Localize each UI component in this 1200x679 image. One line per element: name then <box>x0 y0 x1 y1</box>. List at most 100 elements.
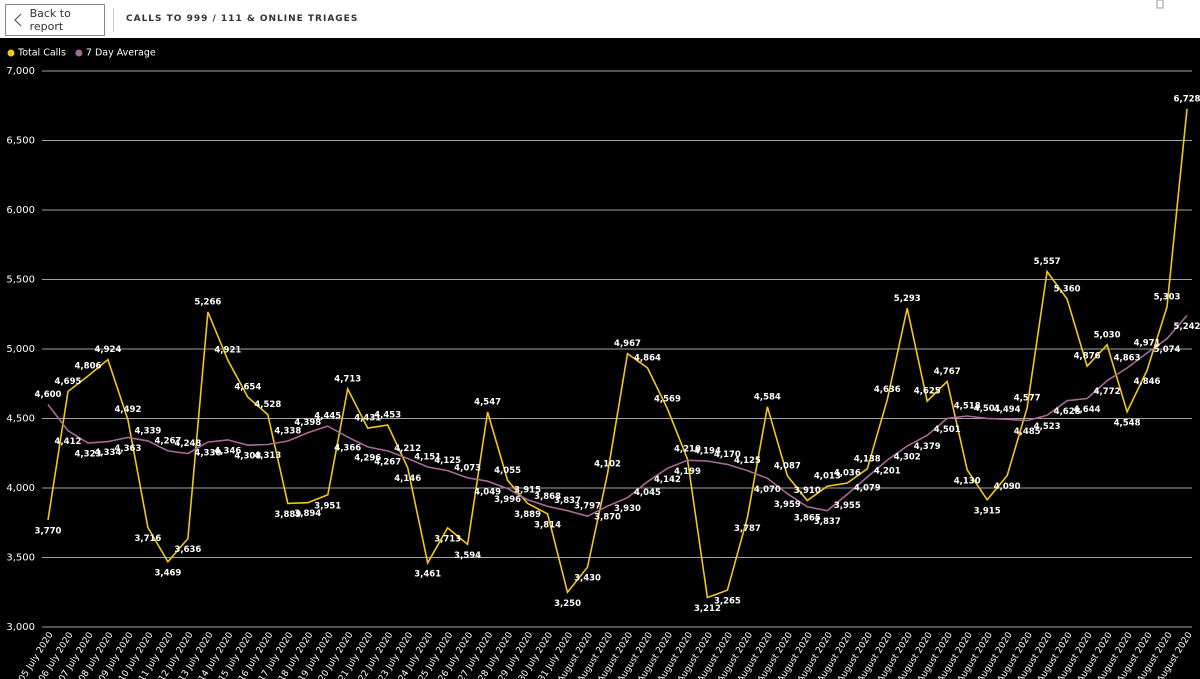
data-label: 4,125 <box>734 456 761 466</box>
data-label: 4,130 <box>954 476 981 486</box>
data-label: 4,079 <box>854 484 881 494</box>
data-label: 4,431 <box>354 414 381 424</box>
data-label: 4,090 <box>994 482 1021 492</box>
data-label: 3,770 <box>35 526 62 536</box>
data-label: 4,625 <box>914 387 941 397</box>
data-label: 4,518 <box>954 401 981 411</box>
data-label: 3,469 <box>154 568 181 578</box>
data-label: 4,445 <box>314 412 341 422</box>
series-line <box>47 314 1188 518</box>
data-label: 4,628 <box>1054 407 1081 417</box>
data-label: 4,194 <box>694 447 721 457</box>
data-label: 4,125 <box>434 456 461 466</box>
legend-marker <box>7 49 15 57</box>
page-title: CALLS TO 999 / 111 & ONLINE TRIAGES <box>126 14 359 24</box>
divider <box>113 8 114 32</box>
legend-label: Total Calls <box>17 48 66 59</box>
data-label: 3,797 <box>574 502 601 512</box>
data-label: 3,713 <box>434 534 461 544</box>
data-label: 4,170 <box>714 450 741 460</box>
data-label: 4,102 <box>594 459 621 469</box>
data-label: 3,959 <box>774 500 801 510</box>
data-label: 4,528 <box>254 400 281 410</box>
data-label: 4,453 <box>374 411 401 421</box>
data-label: 4,494 <box>994 405 1021 415</box>
data-label: 5,557 <box>1034 257 1061 267</box>
data-label: 4,151 <box>414 453 441 463</box>
data-label: 3,870 <box>594 513 621 523</box>
data-label: 4,036 <box>834 468 861 478</box>
data-label: 4,967 <box>614 339 641 349</box>
data-label: 3,250 <box>554 599 581 609</box>
data-label: 4,142 <box>654 475 681 485</box>
data-label: 4,523 <box>1034 422 1061 432</box>
data-label: 4,501 <box>934 425 961 435</box>
data-label: 4,412 <box>55 437 82 447</box>
data-label: 3,837 <box>814 517 841 527</box>
data-label: 4,876 <box>1074 352 1101 362</box>
data-label: 4,199 <box>674 467 701 477</box>
y-tick-label: 3,000 <box>6 622 35 633</box>
data-label: 3,915 <box>974 506 1001 516</box>
data-label: 4,492 <box>114 405 141 415</box>
data-label: 3,461 <box>414 569 441 579</box>
back-button[interactable]: Back to report <box>5 4 105 36</box>
data-label: 5,293 <box>894 294 921 304</box>
y-tick-label: 7,000 <box>6 66 35 77</box>
header: Back to report CALLS TO 999 / 111 & ONLI… <box>0 0 1200 38</box>
data-label: 4,210 <box>674 444 701 454</box>
data-label: 3,837 <box>554 496 581 506</box>
data-label: 3,787 <box>734 524 761 534</box>
y-tick-label: 6,500 <box>6 136 35 147</box>
data-label: 4,346 <box>214 446 241 456</box>
back-label: Back to report <box>29 7 71 33</box>
data-label: 4,971 <box>1134 339 1161 349</box>
y-tick-label: 3,500 <box>6 553 35 564</box>
data-label: 4,600 <box>35 390 62 400</box>
data-label: 4,323 <box>75 450 102 460</box>
data-label: 4,138 <box>854 454 881 464</box>
data-label: 4,070 <box>754 485 781 495</box>
data-label: 5,266 <box>194 298 221 308</box>
data-label: 4,302 <box>894 453 921 463</box>
data-label: 4,921 <box>214 345 241 355</box>
data-label: 4,584 <box>754 392 781 402</box>
y-tick-label: 6,000 <box>6 205 35 216</box>
data-label: 4,212 <box>394 444 421 454</box>
data-label: 4,146 <box>394 474 421 484</box>
data-label: 4,501 <box>974 404 1001 414</box>
data-label: 4,296 <box>354 453 381 463</box>
data-label: 4,713 <box>334 374 361 384</box>
data-label: 4,248 <box>174 439 201 449</box>
data-label: 4,485 <box>1014 427 1041 437</box>
legend-label: 7 Day Average <box>86 48 156 59</box>
corner-icon[interactable] <box>1155 0 1167 10</box>
series-line <box>47 108 1188 599</box>
data-label: 4,644 <box>1074 405 1101 415</box>
data-label: 4,334 <box>95 448 122 458</box>
data-label: 4,073 <box>454 463 481 473</box>
data-label: 3,868 <box>534 492 561 502</box>
data-label: 4,267 <box>154 436 181 446</box>
data-label: 4,863 <box>1114 354 1141 364</box>
data-label: 4,846 <box>1134 377 1161 387</box>
data-label: 5,360 <box>1054 284 1081 294</box>
data-label: 4,806 <box>75 361 102 371</box>
data-label: 4,330 <box>194 449 221 459</box>
data-label: 4,547 <box>474 397 501 407</box>
data-label: 4,013 <box>814 472 841 482</box>
data-label: 4,055 <box>494 466 521 476</box>
data-label: 3,894 <box>294 509 321 519</box>
data-label: 3,889 <box>514 510 541 520</box>
data-label: 4,308 <box>234 452 261 462</box>
data-label: 4,398 <box>294 418 321 428</box>
data-label: 3,915 <box>514 485 541 495</box>
data-label: 4,577 <box>1014 393 1041 403</box>
y-tick-label: 5,500 <box>6 275 35 286</box>
data-label: 4,924 <box>95 345 122 355</box>
data-label: 3,996 <box>494 495 521 505</box>
data-label: 4,695 <box>55 377 82 387</box>
data-label: 4,313 <box>254 451 281 461</box>
data-label: 5,074 <box>1154 345 1181 355</box>
